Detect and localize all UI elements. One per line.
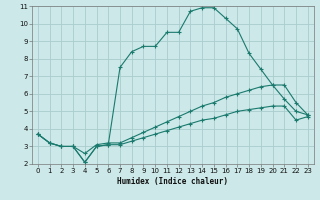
X-axis label: Humidex (Indice chaleur): Humidex (Indice chaleur) — [117, 177, 228, 186]
